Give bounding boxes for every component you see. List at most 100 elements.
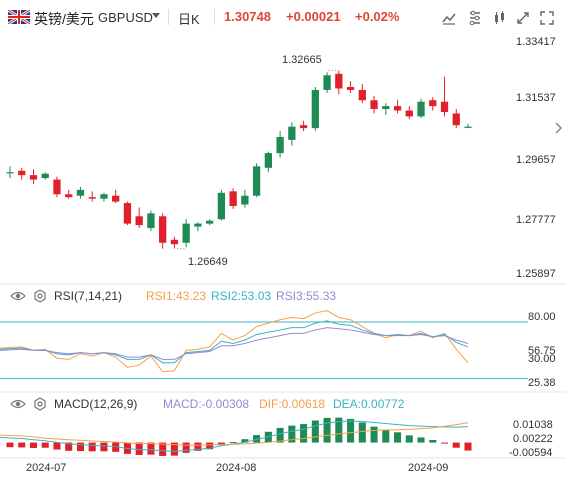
candle-body [429,100,437,107]
macd-histogram-bar [112,442,120,452]
candle-body [288,126,296,140]
date-label: 2024-08 [216,462,257,474]
candle-body [170,239,179,245]
candle-body [100,194,108,199]
candle-settings-icon[interactable] [466,9,484,27]
candle-body [405,110,413,117]
candle-body [264,153,272,168]
gear-icon[interactable] [33,397,47,411]
macd-histogram-bar [370,426,378,443]
candle-body [241,195,249,205]
eye-icon[interactable] [10,397,26,411]
compare-icon[interactable] [514,9,532,27]
macd-histogram-bar [41,442,49,448]
dif-line [0,420,469,452]
macd-histogram-bar [417,437,425,443]
macd-axis-label: -0.00594 [509,447,553,459]
macd-histogram-bar [18,442,26,448]
gear-icon[interactable] [33,289,47,303]
macd-histogram-bar [335,417,343,443]
rsi1-line [0,310,469,373]
macd-histogram-bar [217,442,225,446]
candle-body [452,113,460,126]
dea-line [0,422,469,446]
rsi2-line [0,320,469,364]
macd-histogram-bar [429,440,437,443]
macd-histogram-bar [147,442,155,455]
macd-histogram-bar [206,442,214,450]
macd-axis-label: 0.00222 [513,433,553,445]
macd-histogram-bar [347,418,355,443]
macd-histogram-bar [170,442,178,456]
rsi-axis-label: 80.00 [528,311,556,323]
divider [168,9,169,25]
price-axis-label: 1.33417 [516,36,556,48]
candle-body [229,191,237,207]
macd-histogram-bar [100,442,108,452]
macd-histogram-bar [194,442,202,451]
macd-histogram-bar [241,439,249,443]
macd-axis-label: 0.01038 [513,419,553,431]
macd-histogram-bar [229,442,237,444]
dea-value: DEA:0.00772 [333,397,405,411]
candle-body [417,101,425,117]
price-axis-label: 1.25897 [516,268,556,280]
candle-body [382,106,390,110]
drawing-tools-icon[interactable] [491,9,509,27]
macd-histogram-bar [452,442,460,448]
macd-histogram-bar [405,435,413,443]
macd-histogram-bar [464,442,472,451]
macd-histogram-bar [394,432,402,443]
candle-body [440,101,449,112]
candle-body [65,194,73,198]
chevron-right-icon[interactable] [552,115,566,141]
rsi-axis-label: 56.75 [528,345,556,357]
rsi1-value: RSI1:43.23 [146,289,207,303]
macd-value: MACD:-0.00308 [163,397,250,411]
candle-body [29,175,38,180]
macd-header: MACD(12,26,9) MACD:-0.00308 DIF:0.00618 … [0,396,566,412]
candle-body [147,213,155,229]
period-selector[interactable]: 日K [178,12,200,27]
date-label: 2024-09 [408,462,449,474]
candle-body [6,172,14,174]
candle-body [159,216,167,243]
price-axis-label: 1.27777 [516,214,556,226]
macd-histogram-bar [135,442,143,455]
candle-body [299,125,308,129]
line-chart-icon[interactable] [440,9,458,27]
macd-histogram-bar [29,442,38,448]
candle-body [123,203,132,224]
candle-body [76,189,85,196]
top-bar: 英镑/美元 GBPUSD 日K 1.30748 +0.00021 +0.02% [0,0,566,34]
macd-histogram-bar [323,417,331,443]
candle-body [252,166,261,196]
uk-flag-icon [8,10,30,24]
candle-body [393,106,402,111]
dif-value: DIF:0.00618 [259,397,326,411]
low-price-annotation: 1.26649 [188,256,228,268]
price-change: +0.00021 [286,9,341,24]
price-change-percent: +0.02% [355,9,400,24]
macd-histogram-bar [358,422,366,443]
candle-body [335,73,343,89]
candle-body [346,87,355,90]
eye-icon[interactable] [10,289,26,303]
candle-body [464,126,472,128]
symbol-code[interactable]: GBPUSD [98,10,153,25]
macd-name: MACD(12,26,9) [54,397,138,411]
candle-body [358,89,366,101]
candle-body [88,197,96,199]
chevron-down-icon[interactable] [152,13,160,18]
fullscreen-icon[interactable] [538,9,556,27]
rsi-name: RSI(7,14,21) [54,289,123,303]
candle-body [41,173,49,179]
macd-histogram-bar [88,442,96,452]
candle-body [276,136,284,154]
symbol-name[interactable]: 英镑/美元 [34,11,94,27]
candle-body [182,223,190,243]
rsi-header: RSI(7,14,21) RSI1:43.23 RSI2:53.03 RSI3:… [0,288,566,304]
macd-histogram-bar [440,442,449,444]
candle-body [311,89,319,129]
